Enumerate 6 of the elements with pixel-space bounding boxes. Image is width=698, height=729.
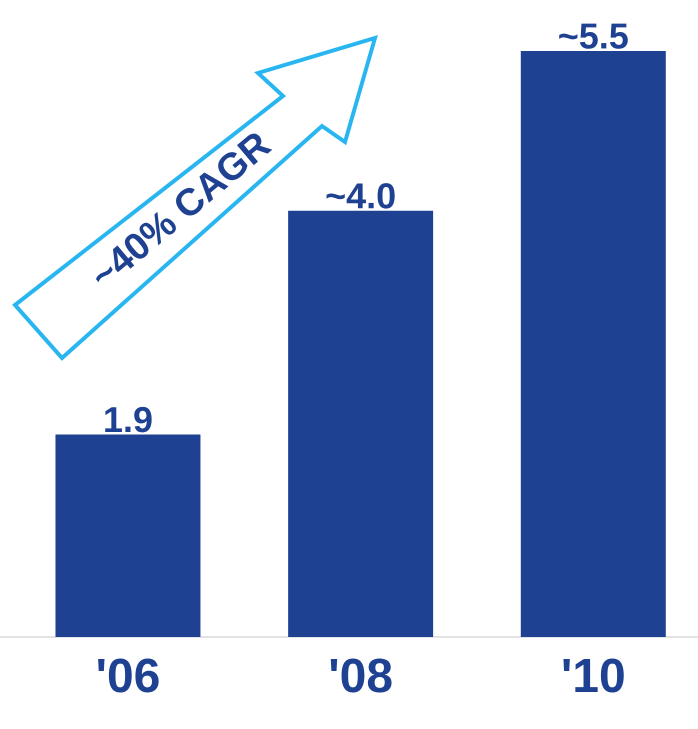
data-label: ~5.5 [559, 24, 628, 49]
data-label: ~4.0 [326, 183, 395, 209]
x-tick-label: '06 [98, 658, 159, 693]
data-label: 1.9 [105, 406, 152, 432]
x-tick-label: '08 [330, 658, 392, 693]
x-tick-label: '10 [563, 658, 624, 693]
